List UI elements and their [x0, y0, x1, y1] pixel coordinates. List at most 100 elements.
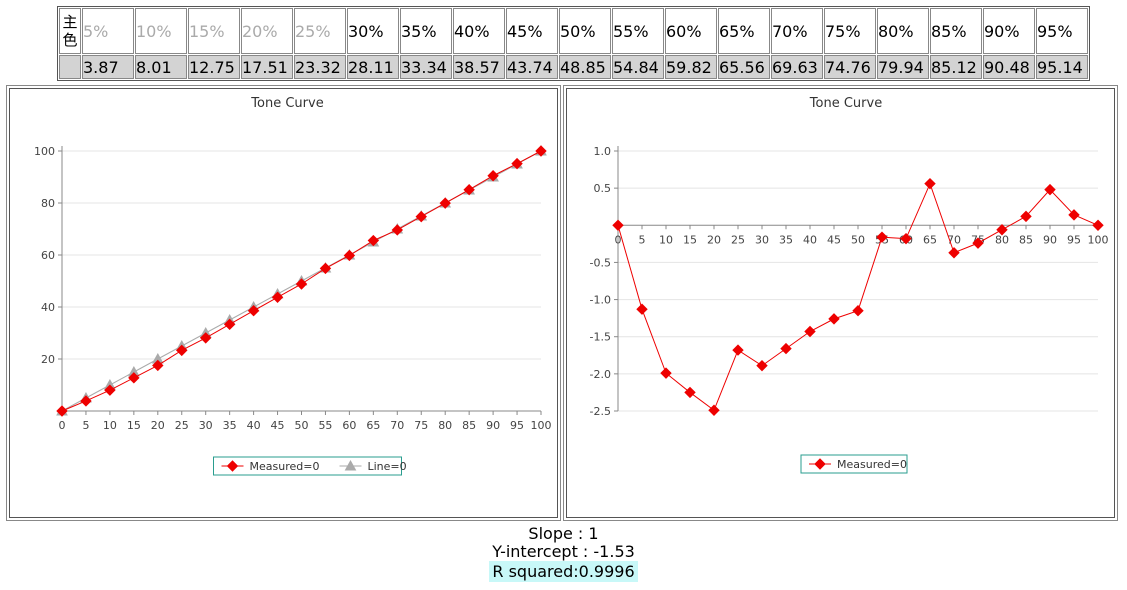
data-point: [487, 170, 499, 182]
data-point: [295, 278, 308, 290]
data-point: [535, 145, 547, 157]
x-tick-label: 65: [366, 419, 380, 432]
x-tick-label: 60: [342, 419, 356, 432]
x-tick-label: 10: [659, 233, 673, 246]
x-tick-label: 90: [486, 419, 500, 432]
data-point: [972, 237, 984, 249]
percent-cell: 65%: [718, 8, 770, 54]
x-tick-label: 20: [707, 233, 721, 246]
legend-label: Measured=0: [837, 458, 907, 471]
data-point: [319, 262, 332, 275]
data-point: [415, 210, 427, 223]
x-tick-label: 10: [103, 419, 117, 432]
value-cell: 3.87: [82, 55, 134, 79]
x-tick-label: 85: [462, 419, 476, 432]
tone-curve-panel-right: Tone Curve 1.0 0.5 -0.5 -1.0 -1.5 -2.0 -2.5 0 5 10…: [563, 85, 1118, 521]
x-tick-label: 25: [731, 233, 745, 246]
value-cell: 33.34: [400, 55, 452, 79]
data-point: [463, 183, 475, 196]
y-tick-label: 0.5: [594, 182, 612, 195]
data-point: [104, 384, 116, 396]
percent-cell: 5%: [82, 8, 134, 54]
tone-curve-chart-left: Tone Curve 20 40 60 80 100 0 5 10 15 20 25 30 35 40 45 5…: [34, 96, 552, 476]
data-point: [948, 247, 960, 259]
y-tick-label: -2.5: [590, 405, 611, 418]
x-tick-label: 5: [82, 419, 89, 432]
value-cell: 38.57: [453, 55, 505, 79]
y-tick-label: -0.5: [590, 256, 611, 269]
value-cell: 54.84: [612, 55, 664, 79]
data-point: [804, 325, 816, 338]
data-point: [1092, 219, 1104, 231]
value-row: 3.87 8.01 12.75 17.51 23.32 28.11 33.34 38.57 43…: [59, 55, 1088, 79]
data-point: [247, 305, 260, 317]
value-cell: 23.32: [294, 55, 346, 79]
percent-cell: 95%: [1036, 8, 1088, 54]
legend-marker: [226, 460, 239, 472]
data-point: [176, 344, 188, 357]
x-tick-label: 75: [414, 419, 428, 432]
x-tick-label: 0: [59, 419, 66, 432]
percent-cell: 90%: [983, 8, 1035, 54]
data-point: [223, 318, 236, 331]
x-tick-label: 5: [639, 233, 646, 246]
percent-cell: 75%: [824, 8, 876, 54]
x-tick-label: 40: [247, 419, 261, 432]
x-tick-label: 40: [803, 233, 817, 246]
percent-cell: 35%: [400, 8, 452, 54]
value-cell: 90.48: [983, 55, 1035, 79]
y-tick-label: 80: [41, 197, 55, 210]
percent-cell: 30%: [347, 8, 399, 54]
x-tick-label: 45: [271, 419, 285, 432]
data-point: [684, 386, 696, 399]
y-tick-label: 1.0: [594, 145, 612, 158]
x-tick-label: 30: [199, 419, 213, 432]
percent-row: 主色 5% 10% 15% 20% 25% 30% 35% 40% 45% 50% 55% 60% 65…: [59, 8, 1088, 54]
percent-cell: 85%: [930, 8, 982, 54]
x-tick-label: 95: [510, 419, 524, 432]
slope-text: Slope : 1: [528, 524, 599, 543]
tone-curve-panel-left: Tone Curve 20 40 60 80 100 0 5 10 15 20 25 30 35 40 45 5…: [6, 85, 561, 521]
data-point: [128, 372, 140, 384]
data-point: [900, 232, 912, 245]
value-cell: 17.51: [241, 55, 293, 79]
data-point: [636, 303, 648, 315]
x-tick-label: 100: [1088, 233, 1109, 246]
x-tick-label: 50: [295, 419, 309, 432]
tone-curve-chart-right: Tone Curve 1.0 0.5 -0.5 -1.0 -1.5 -2.0 -2.5 0 5 10…: [590, 96, 1109, 474]
x-tick-label: 35: [223, 419, 237, 432]
data-point: [876, 231, 888, 243]
data-point: [660, 367, 672, 379]
chart-title: Tone Curve: [809, 96, 882, 111]
value-cell: 69.63: [771, 55, 823, 79]
value-cell: 48.85: [559, 55, 611, 79]
percent-cell: 15%: [188, 8, 240, 54]
tone-table: 主色 5% 10% 15% 20% 25% 30% 35% 40% 45% 50% 55% 60% 65…: [57, 6, 1090, 81]
value-cell: 95.14: [1036, 55, 1088, 79]
x-tick-label: 50: [851, 233, 865, 246]
data-point: [271, 291, 284, 303]
percent-cell: 60%: [665, 8, 717, 54]
data-point: [732, 344, 744, 356]
value-cell: 8.01: [135, 55, 187, 79]
legend-marker: [344, 459, 357, 471]
x-tick-label: 80: [438, 419, 452, 432]
x-tick-label: 15: [127, 419, 141, 432]
percent-cell: 10%: [135, 8, 187, 54]
x-tick-label: 20: [151, 419, 165, 432]
x-tick-label: 30: [755, 233, 769, 246]
y-tick-label: -1.0: [590, 294, 611, 307]
x-tick-label: 70: [390, 419, 404, 432]
data-point: [612, 219, 624, 231]
percent-cell: 80%: [877, 8, 929, 54]
x-tick-label: 85: [1019, 233, 1033, 246]
percent-cell: 55%: [612, 8, 664, 54]
value-cell: 85.12: [930, 55, 982, 79]
data-point: [756, 359, 768, 372]
header-cell: 主色: [59, 8, 81, 54]
data-point: [391, 224, 404, 236]
percent-cell: 50%: [559, 8, 611, 54]
data-point: [1068, 209, 1080, 221]
y-tick-label: -2.0: [590, 368, 611, 381]
x-tick-label: 65: [923, 233, 937, 246]
